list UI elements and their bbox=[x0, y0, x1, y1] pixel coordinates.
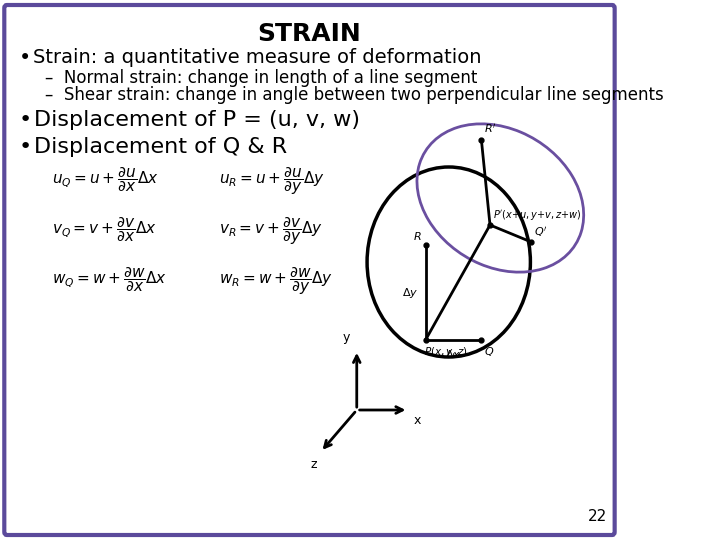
Text: $R$: $R$ bbox=[413, 230, 421, 242]
Text: 22: 22 bbox=[588, 509, 607, 524]
Text: $u_R = u + \dfrac{\partial u}{\partial y}\Delta y$: $u_R = u + \dfrac{\partial u}{\partial y… bbox=[219, 165, 325, 197]
Text: $v_R = v + \dfrac{\partial v}{\partial y}\Delta y$: $v_R = v + \dfrac{\partial v}{\partial y… bbox=[219, 215, 323, 247]
Text: Strain: a quantitative measure of deformation: Strain: a quantitative measure of deform… bbox=[32, 48, 481, 67]
FancyBboxPatch shape bbox=[4, 5, 615, 535]
Text: $Q$: $Q$ bbox=[484, 345, 495, 358]
Text: $\Delta y$: $\Delta y$ bbox=[402, 286, 418, 300]
Text: $w_R = w + \dfrac{\partial w}{\partial y}\Delta y$: $w_R = w + \dfrac{\partial w}{\partial y… bbox=[219, 265, 333, 297]
Text: $\Delta x$: $\Delta x$ bbox=[446, 348, 462, 360]
Text: $u_Q = u + \dfrac{\partial u}{\partial x}\Delta x$: $u_Q = u + \dfrac{\partial u}{\partial x… bbox=[52, 165, 158, 194]
Text: STRAIN: STRAIN bbox=[258, 22, 361, 46]
Text: $P'(x{+}u,y{+}v,z{+}w)$: $P'(x{+}u,y{+}v,z{+}w)$ bbox=[492, 208, 581, 222]
Text: –  Shear strain: change in angle between two perpendicular line segments: – Shear strain: change in angle between … bbox=[45, 86, 663, 104]
Text: –  Normal strain: change in length of a line segment: – Normal strain: change in length of a l… bbox=[45, 69, 477, 87]
Text: Displacement of P = (u, v, w): Displacement of P = (u, v, w) bbox=[35, 110, 361, 130]
Text: $Q'$: $Q'$ bbox=[534, 225, 547, 239]
Text: $w_Q = w + \dfrac{\partial w}{\partial x}\Delta x$: $w_Q = w + \dfrac{\partial w}{\partial x… bbox=[52, 265, 166, 294]
Text: z: z bbox=[311, 458, 318, 471]
Text: $P(x,y,z)$: $P(x,y,z)$ bbox=[424, 345, 467, 359]
Text: Displacement of Q & R: Displacement of Q & R bbox=[35, 137, 287, 157]
Text: •: • bbox=[19, 137, 32, 157]
Text: y: y bbox=[343, 331, 350, 344]
Text: •: • bbox=[19, 110, 32, 130]
Text: $R'$: $R'$ bbox=[484, 122, 497, 135]
Text: x: x bbox=[413, 414, 421, 427]
Text: $v_Q = v + \dfrac{\partial v}{\partial x}\Delta x$: $v_Q = v + \dfrac{\partial v}{\partial x… bbox=[52, 215, 156, 244]
Text: •: • bbox=[19, 48, 31, 68]
